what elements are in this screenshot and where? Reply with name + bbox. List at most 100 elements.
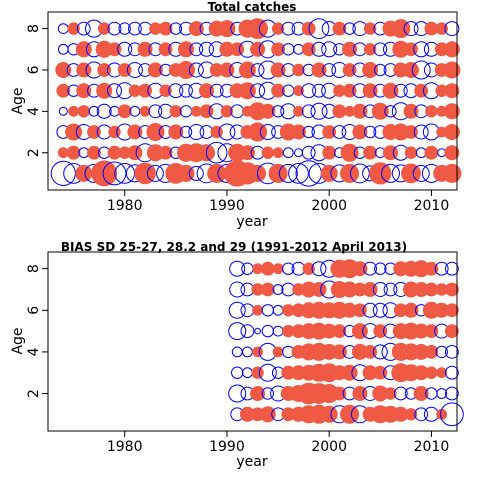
residual-bubble [218,20,236,38]
residual-bubble [435,345,448,359]
residual-bubble [374,262,387,275]
residual-bubble [311,261,327,277]
residual-bubble [293,85,304,97]
residual-bubble [240,324,255,339]
residual-bubble [343,22,356,35]
residual-bubble [425,366,438,379]
residual-bubble [278,163,298,183]
residual-bubble [434,261,449,276]
residual-bubble [134,162,156,185]
residual-bubble [424,345,439,359]
residual-bubble [403,62,419,78]
residual-bubble [188,62,204,78]
residual-bubble [259,124,276,140]
residual-bubble [363,345,378,359]
residual-bubble [342,41,358,57]
residual-bubble [261,324,274,338]
residual-bubble [363,43,377,56]
residual-bubble [241,262,254,275]
residual-bubble [373,42,388,57]
residual-bubble [340,163,360,183]
residual-bubble [87,145,101,160]
residual-bubble [259,406,276,423]
residual-bubble [251,366,264,379]
residual-bubble [445,282,459,297]
panel-title: Total catches [208,0,297,14]
residual-bubble [146,123,165,141]
residual-bubble [209,83,224,98]
residual-bubble [228,384,247,403]
residual-bubble [282,147,294,159]
residual-bubble [238,61,256,79]
residual-bubble [117,104,132,119]
residual-bubble [301,83,317,99]
residual-bubble [272,304,284,316]
residual-bubble [363,22,377,35]
residual-bubble [440,402,464,427]
residual-bubble [57,23,69,35]
x-tick-label: 2000 [311,439,347,455]
residual-bubble [444,83,460,99]
residual-bubble [445,345,459,359]
residual-bubble [139,105,151,117]
residual-bubble [272,263,284,275]
residual-bubble [435,22,448,35]
residual-bubble [229,281,246,298]
panel-bias-survey: BIAS SD 25-27, 28.2 and 29 (1991-2012 Ap… [10,240,464,470]
residual-bubble [210,125,223,139]
residual-bubble [158,42,173,57]
residual-bubble [443,103,460,120]
residual-bubble [332,386,347,401]
residual-bubble [260,103,276,119]
bubble-layer [228,259,464,427]
x-tick-label: 2000 [311,198,347,214]
residual-bubble [291,124,306,140]
residual-bubble [424,261,439,276]
residual-bubble [66,145,81,160]
residual-bubble [362,62,379,78]
residual-bubble [404,146,418,159]
residual-bubble [271,83,286,98]
residual-bubble [147,62,163,78]
residual-bubble [374,63,387,77]
residual-bubble [401,163,421,184]
residual-bubble [228,322,247,341]
residual-bubble [229,260,246,277]
residual-bubble [362,83,378,99]
residual-bubble [322,145,337,160]
residual-bubble [371,102,389,120]
residual-bubble [311,282,327,297]
x-tick-label: 1990 [209,198,245,214]
residual-bubble [445,324,459,339]
y-tick-label: 6 [26,306,42,315]
x-axis-title: year [236,214,267,230]
residual-bubble [292,63,305,77]
residual-bubble [373,324,388,339]
residual-bubble [260,261,275,276]
residual-bubble [423,406,439,422]
x-tick-label: 2010 [414,439,450,455]
residual-bubble [302,125,315,139]
residual-bubble [231,346,243,358]
residual-bubble [443,41,460,58]
residual-bubble [373,365,388,380]
residual-bubble [218,123,236,141]
residual-bubble [393,386,408,401]
residual-bubble [87,125,101,139]
residual-bubble [258,363,277,382]
residual-bubble [322,125,337,139]
residual-bubble [179,105,193,118]
residual-bubble [412,164,430,182]
y-tick-label: 2 [26,148,42,157]
y-axis: 2 4 6 8 [26,264,48,398]
residual-bubble [230,42,245,57]
residual-bubble [342,83,357,98]
residual-bubble [261,146,274,159]
residual-bubble [444,145,460,161]
residual-bubble [311,62,327,78]
residual-bubble [270,62,286,78]
residual-bubble [312,83,326,98]
residual-bubble [342,63,357,77]
residual-bubble [179,125,193,139]
